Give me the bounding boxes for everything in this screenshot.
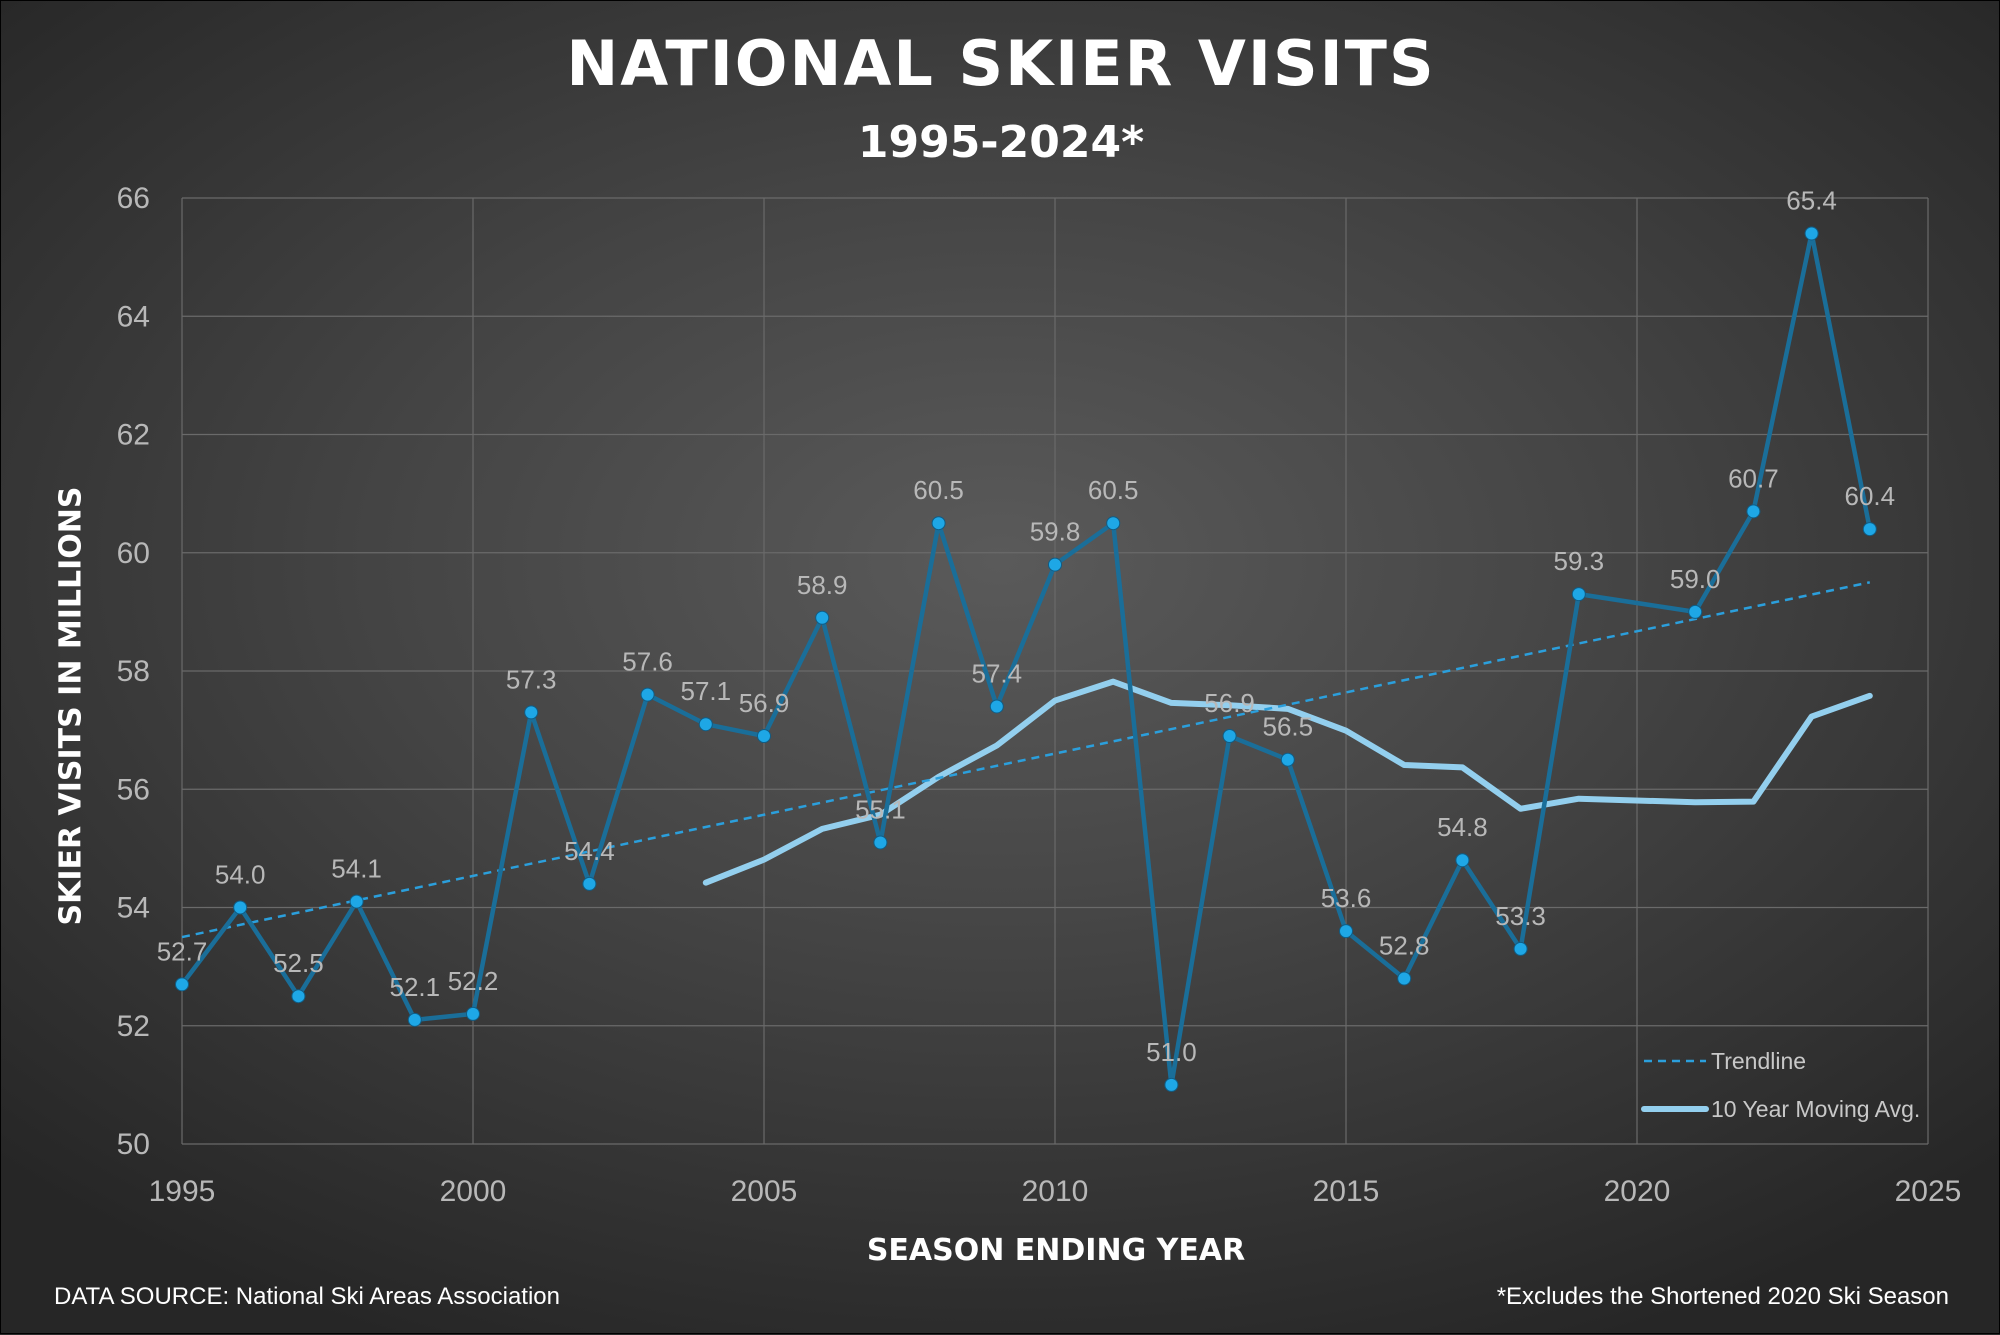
data-point-marker [640,687,655,702]
data-source-note: DATA SOURCE: National Ski Areas Associat… [54,1283,560,1310]
data-label: 58.9 [797,570,848,600]
data-label: 59.3 [1553,546,1604,576]
x-tick-label: 2015 [1313,1175,1380,1208]
data-point-marker [524,705,539,720]
data-label: 59.0 [1670,564,1721,594]
data-label: 65.4 [1786,185,1837,215]
y-tick-label: 66 [117,182,150,215]
data-label: 54.1 [331,854,382,884]
data-label: 55.1 [855,794,906,824]
data-label: 54.0 [215,860,266,890]
data-point-marker [1048,557,1062,572]
data-point-marker [989,699,1004,714]
data-label: 52.2 [448,966,499,996]
data-label: 60.5 [1088,475,1139,505]
data-point-marker [815,610,830,625]
data-point-marker [1746,504,1761,519]
data-point-marker [1688,604,1703,619]
data-point-marker [931,516,946,531]
x-tick-label: 2020 [1604,1175,1671,1208]
data-label: 53.6 [1321,883,1372,913]
data-label: 53.3 [1495,901,1546,931]
x-tick-label: 2010 [1022,1175,1089,1208]
data-point-marker [757,729,771,744]
data-label: 54.8 [1437,812,1488,842]
data-label: 57.6 [622,647,673,677]
chart-subtitle: 1995-2024* [857,117,1145,168]
data-label: 52.7 [157,936,208,966]
data-point-marker [1280,752,1295,767]
series-layer [175,226,1877,1092]
data-label: 60.5 [913,475,964,505]
data-point-marker [1106,516,1121,531]
data-labels: 52.7 54.0 52.5 54.1 52.1 52.2 57.3 54.4 57.657.1… [157,185,1895,1066]
data-label: 60.7 [1728,463,1779,493]
x-axis-label: SEASON ENDING YEAR [866,1233,1246,1268]
data-point-marker [233,900,248,915]
x-tick-label: 1995 [149,1175,216,1208]
x-tick-label: 2005 [731,1175,798,1208]
footnote: *Excludes the Shortened 2020 Ski Season [1496,1283,1949,1310]
data-point-marker [1513,941,1528,956]
trendline [181,581,1871,939]
data-label: 52.1 [389,972,440,1002]
data-point-marker [291,989,306,1004]
skier-visits-line [180,231,1873,1088]
data-label: 57.4 [971,658,1022,688]
data-point-marker [466,1006,480,1021]
data-label: 57.1 [680,676,731,706]
data-point-marker [1339,924,1353,939]
y-tick-label: 62 [117,419,150,452]
data-point-marker [1397,971,1412,986]
grid-lines [181,197,1929,1145]
y-axis-label: SKIER VISITS IN MILLIONS [53,486,89,926]
data-point-marker [407,1012,422,1027]
data-label: 57.3 [506,664,557,694]
data-point-marker [1571,587,1586,602]
data-label: 56.5 [1262,712,1313,742]
y-tick-label: 56 [117,773,150,806]
legend-trendline-label: Trendline [1711,1048,1806,1074]
legend: Trendline 10 Year Moving Avg. [1641,1048,1920,1122]
x-tick-label: 2000 [440,1175,507,1208]
data-label: 59.8 [1030,517,1081,547]
y-tick-label: 64 [117,300,150,333]
data-label: 54.4 [564,836,615,866]
axis-ticks: 50 52 54 56 58 60 62 64 66 1995 2000 2005 2010 2015 20… [117,182,1962,1208]
data-point-marker [698,717,713,732]
legend-moving-avg-label: 10 Year Moving Avg. [1711,1096,1920,1122]
data-label: 60.4 [1844,481,1895,511]
x-tick-label: 2025 [1895,1175,1962,1208]
data-label: 52.5 [273,948,324,978]
data-point-marker [582,876,597,891]
data-point-marker [1164,1077,1179,1092]
data-label: 56.9 [1204,688,1255,718]
y-tick-label: 50 [117,1128,150,1161]
moving-average-line [702,678,1873,886]
y-tick-label: 54 [117,892,150,925]
data-label: 52.8 [1379,930,1430,960]
data-label: 56.9 [739,688,790,718]
data-point-marker [175,977,189,992]
data-point-marker [873,835,888,850]
chart-title: NATIONAL SKIER VISITS [566,27,1436,100]
data-point-marker [1222,729,1237,744]
y-tick-label: 60 [117,537,150,570]
y-tick-label: 52 [117,1010,150,1043]
y-tick-label: 58 [117,655,150,688]
data-point-marker [1804,226,1819,241]
data-point-marker [1862,522,1877,537]
data-label: 51.0 [1146,1037,1197,1067]
data-point-marker [1455,853,1470,868]
data-point-marker [349,894,364,909]
